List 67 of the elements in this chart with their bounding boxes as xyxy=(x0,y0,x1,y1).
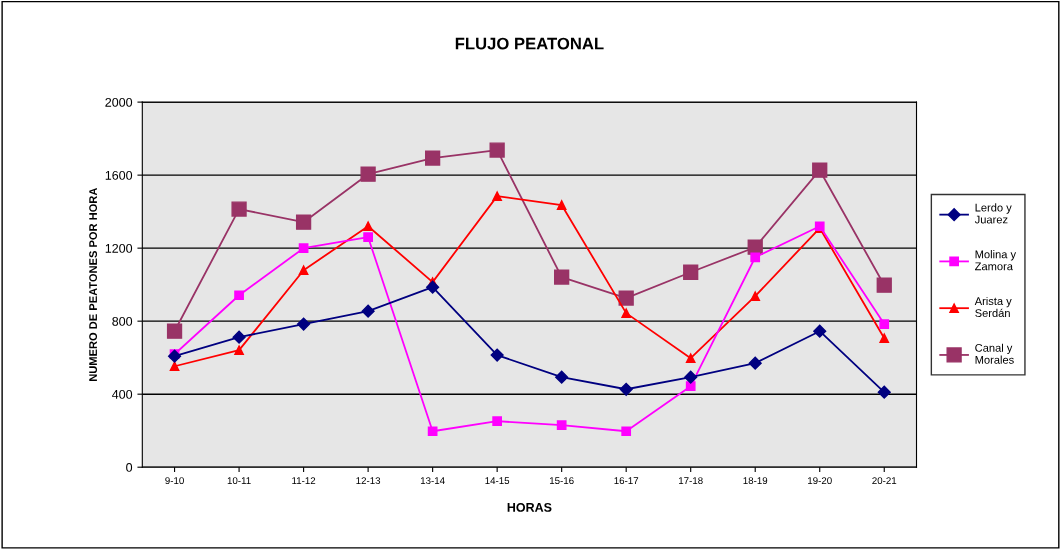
x-tick-label: 17-18 xyxy=(679,477,703,485)
y-axis-title: NUMERO DE PEATONES POR HORA xyxy=(89,187,98,381)
point xyxy=(298,265,309,276)
point xyxy=(492,416,503,427)
point xyxy=(556,420,567,431)
x-tick-label: 13-14 xyxy=(420,477,445,485)
x-tick-label: 14-15 xyxy=(485,477,510,485)
legend-label: Canal y Morales xyxy=(975,343,1014,364)
legend-label: Arista y Serdán xyxy=(974,296,1012,318)
point xyxy=(813,324,827,338)
y-tick-label: 2000 xyxy=(105,97,133,107)
point xyxy=(812,162,828,178)
point xyxy=(234,290,244,301)
point xyxy=(297,317,311,331)
point xyxy=(683,264,699,280)
x-tick-label: 9-10 xyxy=(165,477,184,485)
point xyxy=(363,232,373,243)
point xyxy=(424,150,441,166)
point xyxy=(360,166,376,182)
point xyxy=(556,200,567,210)
point xyxy=(489,142,505,158)
y-tick-label: 800 xyxy=(112,316,133,326)
point xyxy=(298,243,309,254)
point xyxy=(490,348,504,362)
point xyxy=(169,361,180,372)
y-tick-label: 400 xyxy=(112,389,133,399)
point xyxy=(618,290,634,306)
point xyxy=(234,345,244,356)
y-tick-label: 1600 xyxy=(105,170,133,180)
x-tick-label: 20-21 xyxy=(872,477,897,485)
x-tick-label: 12-13 xyxy=(356,477,381,485)
x-tick-label: 15-16 xyxy=(549,477,574,485)
point xyxy=(877,385,891,399)
point xyxy=(363,221,373,232)
point xyxy=(554,269,570,285)
legend-label: Lerdo y Juarez xyxy=(974,203,1012,224)
chart-title: FLUJO PEATONAL xyxy=(455,37,604,50)
x-tick-label: 19-20 xyxy=(808,477,832,485)
x-tick-label: 11-12 xyxy=(292,477,316,484)
point xyxy=(750,252,761,263)
x-tick-label: 16-17 xyxy=(614,477,639,485)
point xyxy=(876,277,892,293)
point xyxy=(492,191,503,201)
x-tick-label: 10-11 xyxy=(227,477,251,485)
point xyxy=(685,353,696,364)
x-tick-label: 18-19 xyxy=(743,477,768,485)
point xyxy=(361,304,375,318)
y-tick-label: 1200 xyxy=(105,243,133,253)
y-tick-label: 0 xyxy=(126,463,133,472)
point xyxy=(879,333,890,344)
point xyxy=(684,370,698,384)
point xyxy=(685,381,696,392)
x-axis-title: HORAS xyxy=(507,502,552,512)
point xyxy=(555,370,569,384)
point xyxy=(879,319,890,329)
point xyxy=(426,280,440,294)
point xyxy=(750,291,761,302)
point xyxy=(748,356,762,370)
point xyxy=(619,382,633,396)
point xyxy=(166,323,183,339)
point xyxy=(621,308,632,318)
point xyxy=(232,330,246,344)
point xyxy=(427,426,438,437)
legend-label: Molina y Zamora xyxy=(975,250,1017,271)
point xyxy=(231,201,247,217)
point xyxy=(295,214,312,230)
point xyxy=(621,426,632,437)
